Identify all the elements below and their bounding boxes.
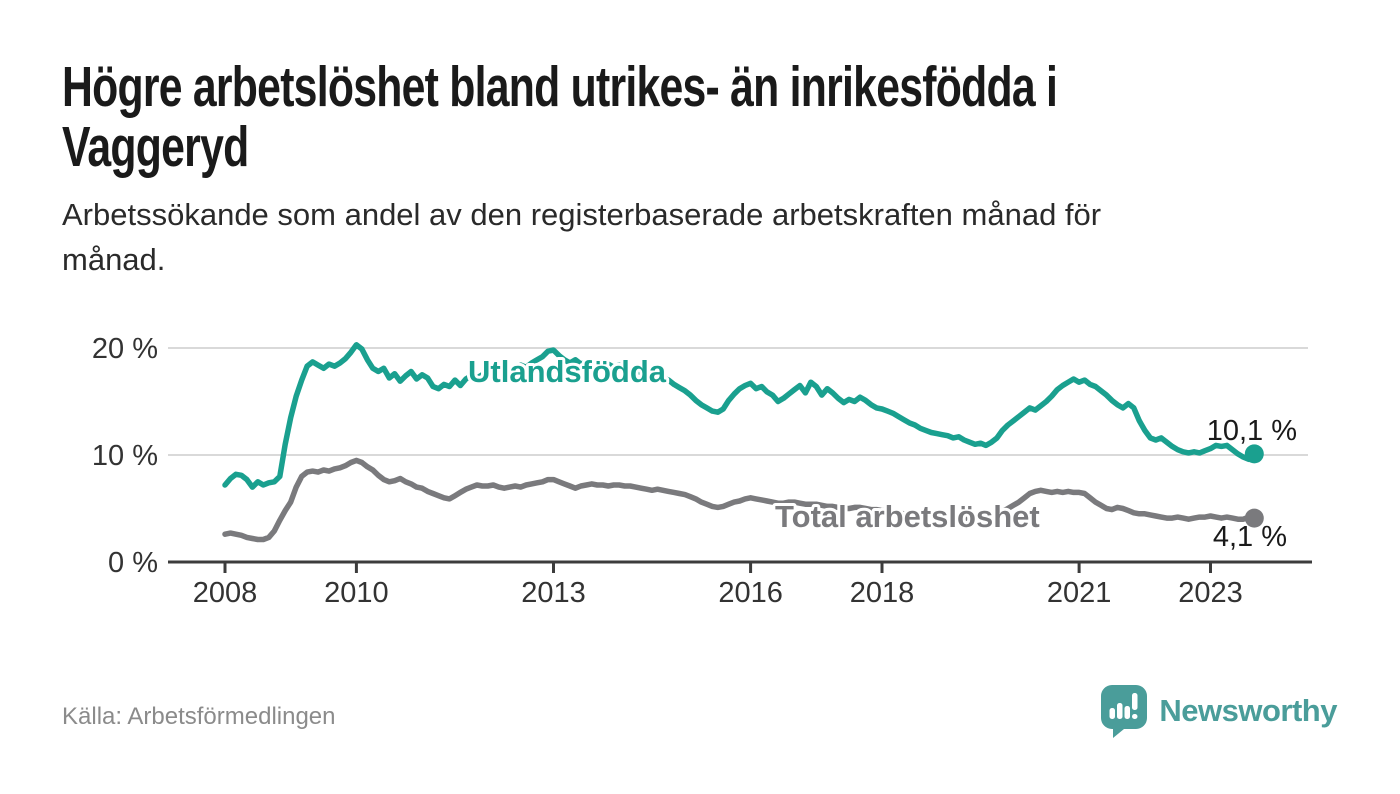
y-axis-label-10: 10 % (92, 440, 158, 472)
speech-bubble-shape (1101, 685, 1148, 738)
page-subtitle-line-2: månad. (62, 241, 166, 277)
chart-bar-1 (1109, 708, 1116, 719)
end-dot-total-arbetsloshet (1244, 508, 1264, 528)
series-layer (222, 342, 1264, 543)
newsworthy-logo-icon (1101, 685, 1148, 738)
chart-bar-2 (1117, 703, 1123, 719)
x-tick-label-2018: 2018 (850, 577, 915, 609)
brand-name: Newsworthy (1159, 693, 1337, 728)
series-label-total-arbetsloshet: Total arbetslöshet (775, 499, 1040, 534)
y-axis-label-0: 0 % (108, 547, 158, 579)
end-dot-utlandsfodda (1244, 444, 1264, 464)
page-title-line-2: Vaggeryd (62, 115, 249, 180)
line-utlandsfodda (222, 342, 1258, 490)
end-value-label-utlandsfodda: 10,1 % (1207, 415, 1297, 447)
chart-bar-3 (1124, 706, 1131, 719)
exclamation-bar (1132, 693, 1138, 710)
x-tick-label-2021: 2021 (1047, 577, 1112, 609)
x-tick-label-2016: 2016 (718, 577, 783, 609)
series-label-utlandsfodda: Utlandsfödda (468, 354, 667, 389)
x-tick-label-2013: 2013 (521, 577, 586, 609)
page-subtitle: Arbetssökande som andel av den registerb… (62, 193, 1101, 283)
page-title: Högre arbetslöshet bland utrikes- än inr… (62, 57, 1389, 178)
x-tick-label-2023: 2023 (1178, 577, 1243, 609)
chart-svg: 0 %10 %20 %2008 2010 2013 2016 2018 2021 2023 … (92, 333, 1312, 609)
exclamation-dot (1132, 714, 1138, 719)
line-total-arbetsloshet (222, 457, 1258, 543)
y-axis-label-20: 20 % (92, 333, 158, 365)
axis-layer: 0 % 10 % 20 % 2008 2010 2013 2016 2018 2021 2023 (92, 333, 1312, 609)
x-tick-label-2010: 2010 (324, 577, 389, 609)
brand-lockup: Newsworthy (1100, 684, 1337, 738)
end-value-label-total-arbetsloshet: 4,1 % (1213, 521, 1287, 553)
page-title-line-1: Högre arbetslöshet bland utrikes- än inr… (62, 55, 1058, 119)
line-chart: 0 % 10 % 20 % 2008 2010 2013 2016 2018 2021 2023 … (90, 330, 1340, 620)
source-note: Källa: Arbetsförmedlingen (62, 703, 336, 730)
page-subtitle-line-1: Arbetssökande som andel av den registerb… (62, 197, 1102, 232)
x-tick-label-2008: 2008 (193, 577, 258, 609)
